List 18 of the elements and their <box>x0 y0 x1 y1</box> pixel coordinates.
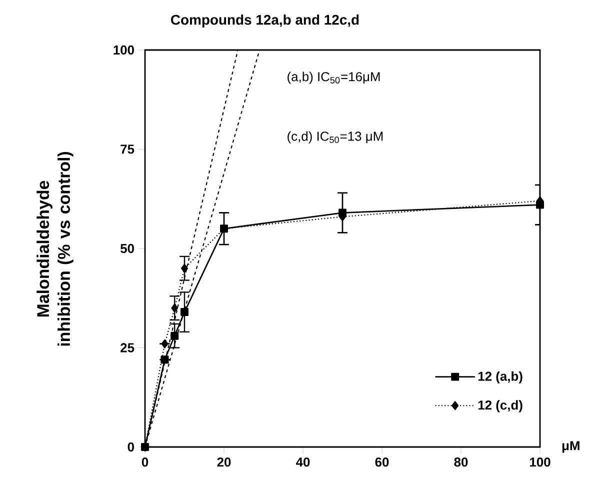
x-tick-label: 60 <box>375 457 389 467</box>
y-tick-label: 50 <box>120 244 134 254</box>
annotation: (c,d) IC$_{50}$=13 μM <box>288 131 383 144</box>
y-tick-label: 25 <box>120 343 134 352</box>
x-axis-title: μM <box>562 441 580 453</box>
x-tick-label: 40 <box>296 457 310 467</box>
legend-label: 12 (a,b) <box>478 371 522 384</box>
x-tick-label: 80 <box>454 457 468 467</box>
chart-title: Compounds 12a,b and 12c,d <box>171 14 359 28</box>
y-tick-label: 75 <box>120 144 134 154</box>
x-tick-label: 100 <box>530 457 550 467</box>
annotation: (a,b) IC$_{50}$=16μM <box>288 72 380 84</box>
y-axis-title: Malondialdehyde inhibition (% vs control) <box>36 152 74 346</box>
y-tick-label: 100 <box>114 45 134 55</box>
x-tick-label: 0 <box>142 457 148 467</box>
x-tick-label: 20 <box>217 457 231 467</box>
legend-label: 12 (c,d) <box>478 400 522 412</box>
y-tick-label: 0 <box>128 442 134 452</box>
